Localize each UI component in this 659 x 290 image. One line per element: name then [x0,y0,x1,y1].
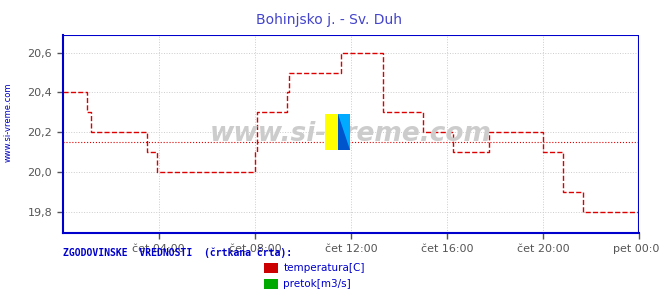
Text: www.si-vreme.com: www.si-vreme.com [3,82,13,162]
Text: ZGODOVINSKE  VREDNOSTI  (črtkana črta):: ZGODOVINSKE VREDNOSTI (črtkana črta): [63,247,292,258]
Text: temperatura[C]: temperatura[C] [283,263,365,273]
Text: www.si-vreme.com: www.si-vreme.com [210,121,492,147]
Bar [337,114,351,150]
Text: Bohinjsko j. - Sv. Duh: Bohinjsko j. - Sv. Duh [256,13,403,27]
Polygon shape [337,114,351,150]
Text: pretok[m3/s]: pretok[m3/s] [283,279,351,289]
Bar [325,114,337,150]
